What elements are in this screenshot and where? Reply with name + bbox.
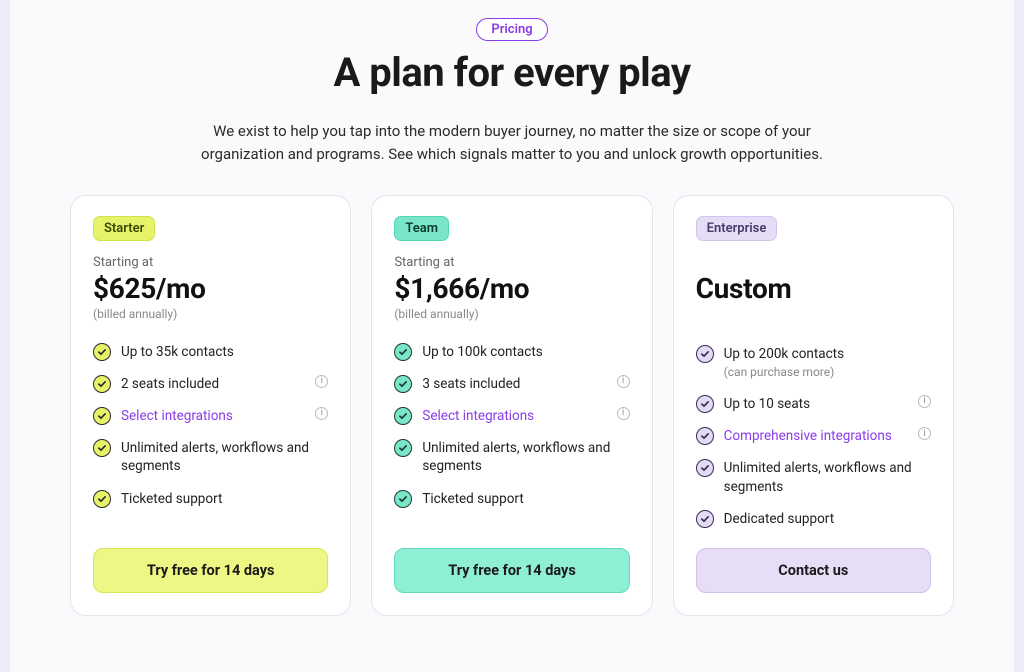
feature-text: Unlimited alerts, workflows and segments	[121, 439, 328, 475]
feature-text: Dedicated support	[724, 510, 931, 528]
feature-item: Up to 100k contacts	[394, 343, 629, 361]
page-subtitle: We exist to help you tap into the modern…	[177, 120, 847, 167]
feature-item: Ticketed support	[93, 490, 328, 508]
feature-item: Unlimited alerts, workflows and segments	[394, 439, 629, 475]
feature-item: Ticketed support	[394, 490, 629, 508]
info-icon[interactable]: i	[315, 375, 328, 388]
page-title: A plan for every play	[70, 49, 954, 96]
feature-list: Up to 35k contacts2 seats includediSelec…	[93, 343, 328, 529]
check-icon	[394, 407, 412, 425]
feature-text: 2 seats included	[121, 375, 301, 393]
feature-item: Up to 10 seats i	[696, 395, 931, 413]
pricing-pill: Pricing	[476, 18, 547, 41]
header-pill-wrap: Pricing	[70, 18, 954, 41]
price: Custom	[696, 272, 931, 305]
plan-card-team: Team Starting at $1,666/mo (billed annually…	[371, 195, 652, 617]
feature-text: Up to 35k contacts	[121, 343, 328, 361]
feature-item: Select integrations i	[394, 407, 629, 425]
feature-link[interactable]: Select integrations	[121, 407, 301, 425]
price: $1,666/mo	[394, 272, 629, 305]
tier-pill-team: Team	[394, 216, 449, 241]
feature-text: Up to 200k contacts(can purchase more)	[724, 345, 931, 381]
feature-text: Unlimited alerts, workflows and segments	[422, 439, 629, 475]
info-icon[interactable]: i	[617, 407, 630, 420]
feature-item: Dedicated support	[696, 510, 931, 528]
feature-item: Up to 35k contacts	[93, 343, 328, 361]
check-icon	[93, 490, 111, 508]
feature-text: Unlimited alerts, workflows and segments	[724, 459, 931, 495]
feature-item: Up to 200k contacts(can purchase more)	[696, 345, 931, 381]
feature-item: Unlimited alerts, workflows and segments	[93, 439, 328, 475]
check-icon	[93, 343, 111, 361]
feature-text: Ticketed support	[422, 490, 629, 508]
check-icon	[696, 459, 714, 477]
plan-cards: Starter Starting at $625/mo (billed annuall…	[70, 195, 954, 617]
feature-text: 3 seats included	[422, 375, 602, 393]
feature-link[interactable]: Comprehensive integrations	[724, 427, 904, 445]
check-icon	[696, 510, 714, 528]
feature-subtext: (can purchase more)	[724, 365, 835, 379]
feature-item: 2 seats included i	[93, 375, 328, 393]
feature-list: Up to 100k contacts3 seats includediSele…	[394, 343, 629, 529]
feature-item: 3 seats included i	[394, 375, 629, 393]
starting-label: Starting at	[93, 255, 328, 270]
info-icon[interactable]: i	[315, 407, 328, 420]
feature-item: Unlimited alerts, workflows and segments	[696, 459, 931, 495]
info-icon[interactable]: i	[617, 375, 630, 388]
info-icon[interactable]: i	[918, 395, 931, 408]
feature-link[interactable]: Select integrations	[422, 407, 602, 425]
feature-text: Up to 100k contacts	[422, 343, 629, 361]
check-icon	[394, 439, 412, 457]
try-free-button[interactable]: Try free for 14 days	[394, 548, 629, 593]
plan-card-starter: Starter Starting at $625/mo (billed annuall…	[70, 195, 351, 617]
check-icon	[696, 427, 714, 445]
try-free-button[interactable]: Try free for 14 days	[93, 548, 328, 593]
check-icon	[93, 439, 111, 457]
feature-item: Select integrations i	[93, 407, 328, 425]
check-icon	[696, 395, 714, 413]
feature-text: Up to 10 seats	[724, 395, 904, 413]
price: $625/mo	[93, 272, 328, 305]
check-icon	[394, 375, 412, 393]
check-icon	[696, 345, 714, 363]
tier-pill-starter: Starter	[93, 216, 155, 241]
plan-card-enterprise: Enterprise Custom Up to 200k contacts(can …	[673, 195, 954, 617]
check-icon	[394, 343, 412, 361]
contact-button[interactable]: Contact us	[696, 548, 931, 593]
check-icon	[93, 407, 111, 425]
feature-text: Ticketed support	[121, 490, 328, 508]
pricing-page: Pricing A plan for every play We exist t…	[10, 0, 1014, 672]
check-icon	[93, 375, 111, 393]
check-icon	[394, 490, 412, 508]
starting-label: Starting at	[394, 255, 629, 270]
info-icon[interactable]: i	[918, 427, 931, 440]
billed-label: (billed annually)	[394, 307, 629, 321]
feature-list: Up to 200k contacts(can purchase more) Up…	[696, 345, 931, 529]
tier-pill-enterprise: Enterprise	[696, 216, 778, 241]
feature-item: Comprehensive integrations i	[696, 427, 931, 445]
billed-label: (billed annually)	[93, 307, 328, 321]
